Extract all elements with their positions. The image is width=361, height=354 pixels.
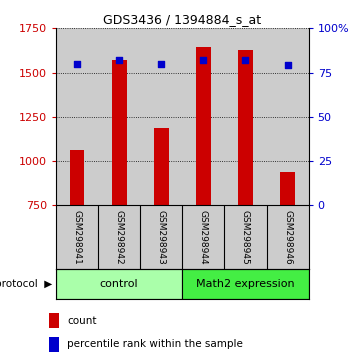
Bar	[49, 313, 60, 328]
Title: GDS3436 / 1394884_s_at: GDS3436 / 1394884_s_at	[103, 13, 261, 26]
Bar	[196, 47, 211, 205]
Bar	[56, 269, 182, 299]
Point	[243, 57, 248, 63]
Bar	[140, 28, 182, 205]
Bar	[182, 28, 225, 205]
Bar	[154, 129, 169, 205]
Text: GSM298941: GSM298941	[73, 210, 82, 264]
Bar	[56, 28, 98, 205]
Text: control: control	[100, 279, 138, 289]
Bar	[280, 172, 295, 205]
Bar	[225, 28, 266, 205]
Text: count: count	[68, 315, 97, 326]
Bar	[98, 28, 140, 205]
Bar	[238, 50, 253, 205]
Point	[200, 57, 206, 63]
Text: Math2 expression: Math2 expression	[196, 279, 295, 289]
Bar	[112, 60, 126, 205]
Bar	[182, 269, 309, 299]
Text: GSM298946: GSM298946	[283, 210, 292, 264]
Text: percentile rank within the sample: percentile rank within the sample	[68, 339, 243, 349]
Bar	[266, 28, 309, 205]
Text: GSM298945: GSM298945	[241, 210, 250, 264]
Point	[116, 57, 122, 63]
Text: GSM298942: GSM298942	[115, 210, 123, 264]
Bar	[70, 150, 84, 205]
Text: GSM298943: GSM298943	[157, 210, 166, 264]
Point	[285, 63, 291, 68]
Text: GSM298944: GSM298944	[199, 210, 208, 264]
Text: protocol  ▶: protocol ▶	[0, 279, 52, 289]
Point	[74, 61, 80, 67]
Point	[158, 61, 164, 67]
Bar	[49, 337, 60, 352]
